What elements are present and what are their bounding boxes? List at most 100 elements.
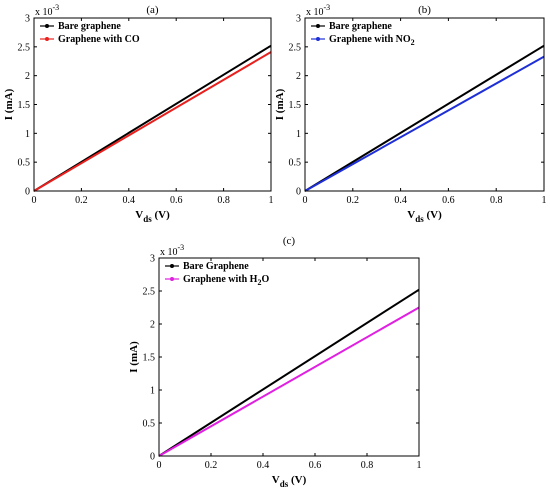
legend-swatch-marker [316,37,320,41]
x-tick-label: 0 [32,195,37,206]
y-tick-label: 2.5 [143,287,156,298]
x-axis-label: Vds (V) [272,474,307,489]
y-tick-label: 0 [296,187,301,198]
y-multiplier-exponent: -3 [324,3,331,12]
y-tick-label: 3 [150,254,155,265]
x-tick-label: 0.4 [123,195,136,206]
x-tick-label: 0 [303,195,308,206]
x-tick-label: 0.6 [309,460,322,471]
legend-entry-2: Graphene with CO [58,34,140,45]
x-axis-label-main: V [272,474,280,486]
y-tick-label: 1.5 [18,100,31,111]
y-multiplier: x 10-3 [306,3,330,18]
y-tick-label: 0.5 [289,158,302,169]
y-tick-label: 2 [150,320,155,331]
x-tick-label: 0.4 [257,460,270,471]
y-tick-label: 0.5 [143,419,156,430]
legend-name: Graphene with H [183,274,258,285]
y-tick-label: 0 [25,187,30,198]
y-tick-label: 0 [150,452,155,463]
y-tick-label: 2 [296,71,301,82]
panel-label: (b) [418,4,431,16]
series-line-2 [304,55,545,192]
x-axis-label-unit: (V) [152,209,170,221]
legend-entry-1: Bare Graphene [183,261,249,272]
legend-entry-2: Graphene with NO2 [329,34,415,47]
y-multiplier: x 10-3 [35,3,59,18]
legend-name: Graphene with NO [329,34,411,45]
y-tick-label: 3 [296,14,301,25]
y-tick-label: 1 [25,129,30,140]
y-axis-label: I (mA) [274,88,286,120]
legend-name: Graphene with CO [58,34,140,45]
x-axis-label-sub: ds [415,214,424,224]
x-axis-label-sub: ds [143,214,152,224]
legend-name-sub: 2 [411,38,415,47]
legend: Bare graphene Graphene with CO [40,21,140,45]
x-tick-label: 0.2 [347,195,360,206]
legend-entry-1: Bare graphene [329,21,392,32]
x-tick-label: 0.6 [170,195,183,206]
x-tick-label: 0.8 [361,460,374,471]
x-tick-label: 0.2 [205,460,218,471]
legend-swatch-marker [45,37,49,41]
panel-label: (c) [283,235,296,247]
panel-label: (a) [146,4,159,16]
x-tick-label: 0.2 [75,195,88,206]
x-tick-label: 0.4 [394,195,407,206]
y-tick-label: 2.5 [289,42,302,53]
legend-name-suffix: O [261,274,269,285]
legend-name: Bare Graphene [183,261,249,272]
x-tick-label: 0.8 [217,195,230,206]
y-multiplier-base: x 10 [306,7,324,18]
legend-entry-2: Graphene with H2O [183,274,269,287]
x-axis-label-sub: ds [280,479,289,489]
legend-swatch-marker [45,24,49,28]
y-multiplier: x 10-3 [160,243,184,258]
legend-swatch-marker [316,24,320,28]
chart-panel-2: 0 0.2 0.4 0.6 0.8 1 0 0.5 1 1.5 2 2.5 3 x 10-3 (b) I (m… [274,3,547,224]
legend-swatch-marker [170,277,174,281]
series-line-2 [158,306,420,457]
x-axis-label: Vds (V) [135,209,170,224]
x-tick-label: 0.8 [490,195,503,206]
y-multiplier-exponent: -3 [53,3,60,12]
legend-swatch-marker [170,264,174,268]
x-axis-label: Vds (V) [407,209,442,224]
series-line-1 [304,44,545,192]
legend-name-sub: 2 [257,278,261,287]
y-tick-label: 2.5 [18,42,31,53]
y-multiplier-base: x 10 [35,7,53,18]
y-tick-label: 2 [25,71,30,82]
y-tick-label: 1 [296,129,301,140]
x-tick-label: 1 [417,460,422,471]
x-axis-label-unit: (V) [288,474,306,486]
x-tick-label: 1 [542,195,547,206]
x-axis-label-main: V [407,209,415,221]
x-tick-label: 0.6 [442,195,455,206]
y-multiplier-base: x 10 [160,247,178,258]
x-tick-label: 1 [269,195,274,206]
series-line-1 [158,288,420,457]
legend-entry-1: Bare graphene [58,21,121,32]
y-multiplier-exponent: -3 [178,243,185,252]
y-tick-label: 3 [25,14,30,25]
legend-name: Bare graphene [329,21,392,32]
series-line-2 [33,51,272,192]
x-tick-label: 0 [157,460,162,471]
x-axis-label-main: V [135,209,143,221]
x-axis-label-unit: (V) [424,209,442,221]
legend: Bare Graphene Graphene with H2O [165,261,269,287]
chart-panel-1: 0 0.2 0.4 0.6 0.8 1 0 0.5 1 1.5 2 2.5 3 x 10-3 (a) I (m… [3,3,274,224]
y-tick-label: 1.5 [143,353,156,364]
chart-panel-3: 0 0.2 0.4 0.6 0.8 1 0 0.5 1 1.5 2 2.5 3 x 10-3 (c) I (m… [128,235,422,489]
axes-frame [158,257,420,457]
legend: Bare graphene Graphene with NO2 [311,21,415,47]
y-tick-label: 1 [150,386,155,397]
y-axis-label: I (mA) [3,88,15,120]
y-axis-label: I (mA) [128,341,140,373]
y-tick-label: 1.5 [289,100,302,111]
legend-name: Bare graphene [58,21,121,32]
y-tick-label: 0.5 [18,158,31,169]
